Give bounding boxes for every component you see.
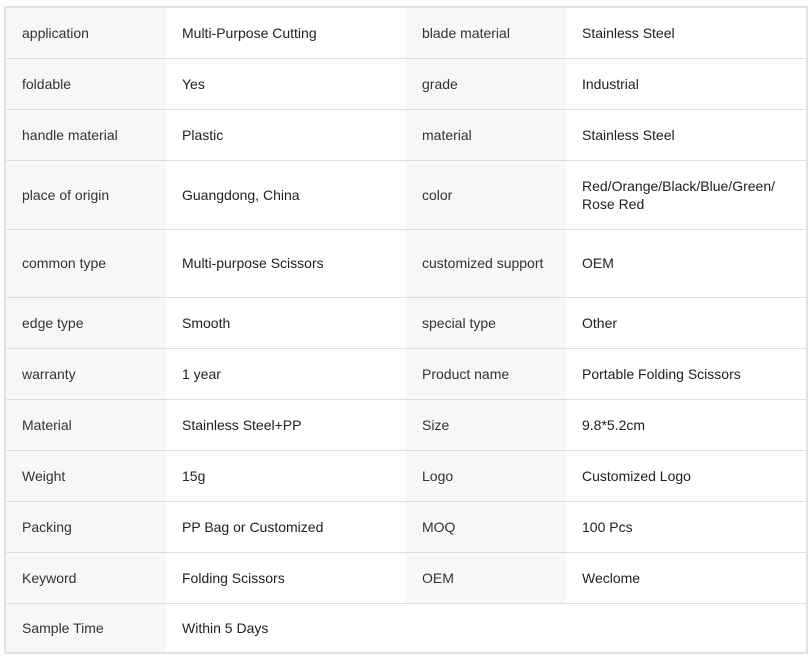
attribute-value: Multi-purpose Scissors <box>166 228 406 298</box>
attribute-value: Red/Orange/Black/Blue/Green/ Rose Red <box>566 159 807 230</box>
attribute-label: Material <box>5 398 166 451</box>
attribute-label: application <box>5 6 166 59</box>
attribute-label: customized support <box>406 228 566 298</box>
attribute-value: Customized Logo <box>566 449 807 502</box>
attribute-label: place of origin <box>5 159 166 230</box>
attribute-label: grade <box>406 57 566 110</box>
attribute-row: Packing PP Bag or Customized MOQ 100 Pcs <box>5 500 807 553</box>
attribute-label: Keyword <box>5 551 166 604</box>
attribute-value: Within 5 Days <box>166 602 807 654</box>
attribute-row: Weight 15g Logo Customized Logo <box>5 449 807 502</box>
attribute-value: Yes <box>166 57 406 110</box>
attribute-label: Size <box>406 398 566 451</box>
attribute-value: 100 Pcs <box>566 500 807 553</box>
attribute-label: MOQ <box>406 500 566 553</box>
attribute-value: Industrial <box>566 57 807 110</box>
attribute-label: Sample Time <box>5 602 166 654</box>
attribute-row: common type Multi-purpose Scissors customi… <box>5 228 807 298</box>
attribute-row: application Multi-Purpose Cutting blade ma… <box>5 6 807 59</box>
attribute-label: foldable <box>5 57 166 110</box>
attribute-label: color <box>406 159 566 230</box>
attribute-label: common type <box>5 228 166 298</box>
attribute-label: special type <box>406 296 566 349</box>
attribute-row: edge type Smooth special type Other <box>5 296 807 349</box>
attribute-value: Other <box>566 296 807 349</box>
attribute-value: Plastic <box>166 108 406 161</box>
attribute-value: Stainless Steel <box>566 108 807 161</box>
attribute-label: warranty <box>5 347 166 400</box>
attribute-label: Packing <box>5 500 166 553</box>
attribute-row: handle material Plastic material Stainless … <box>5 108 807 161</box>
attribute-value: OEM <box>566 228 807 298</box>
attribute-value: PP Bag or Customized <box>166 500 406 553</box>
attribute-value: Smooth <box>166 296 406 349</box>
attribute-label: handle material <box>5 108 166 161</box>
attribute-value: 15g <box>166 449 406 502</box>
attribute-row: Keyword Folding Scissors OEM Weclome <box>5 551 807 604</box>
attribute-row: foldable Yes grade Industrial <box>5 57 807 110</box>
attribute-label: material <box>406 108 566 161</box>
attribute-row: Sample Time Within 5 Days <box>5 602 807 654</box>
attribute-value: Stainless Steel <box>566 6 807 59</box>
attribute-value: Multi-Purpose Cutting <box>166 6 406 59</box>
product-attributes-table: application Multi-Purpose Cutting blade ma… <box>4 6 808 654</box>
attribute-value: Guangdong, China <box>166 159 406 230</box>
attribute-value: 9.8*5.2cm <box>566 398 807 451</box>
attribute-label: Product name <box>406 347 566 400</box>
attribute-value: Folding Scissors <box>166 551 406 604</box>
attribute-label: blade material <box>406 6 566 59</box>
attribute-row: warranty 1 year Product name Portable Foldi… <box>5 347 807 400</box>
attribute-label: edge type <box>5 296 166 349</box>
attribute-row: place of origin Guangdong, China color Red/… <box>5 159 807 230</box>
attribute-value: Portable Folding Scissors <box>566 347 807 400</box>
attribute-label: OEM <box>406 551 566 604</box>
attribute-value: 1 year <box>166 347 406 400</box>
attribute-label: Weight <box>5 449 166 502</box>
attribute-value: Stainless Steel+PP <box>166 398 406 451</box>
attribute-value: Weclome <box>566 551 807 604</box>
attribute-label: Logo <box>406 449 566 502</box>
attribute-row: Material Stainless Steel+PP Size 9.8*5.2cm <box>5 398 807 451</box>
